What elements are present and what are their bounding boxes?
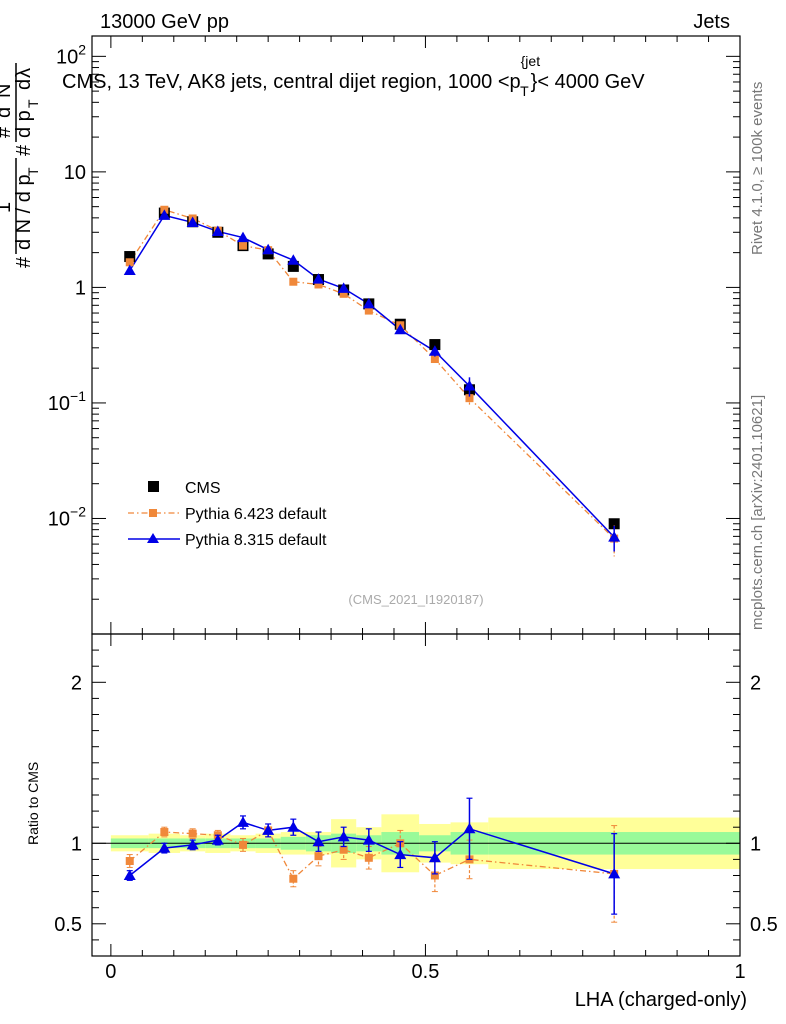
pythia8-ratio-point: [158, 842, 171, 853]
pythia8-ratio-point: [428, 851, 441, 863]
rivet-label: Rivet 4.1.0, ≥ 100k events: [749, 82, 766, 255]
pythia6-ratio-point: [314, 852, 323, 861]
pythia6-ratio-point: [160, 828, 169, 837]
ratio-panel: [92, 797, 740, 923]
cms-point: [429, 339, 441, 351]
svg-text:d: d: [0, 107, 15, 118]
pythia6-ratio-line: [129, 829, 615, 880]
pythia8-point: [262, 243, 275, 255]
main-y-tick-label: 10−1: [48, 388, 86, 415]
ratio-y-tick-label-right: 0.5: [750, 914, 778, 936]
pythia8-point: [211, 225, 224, 236]
plot-title: CMS, 13 TeV, AK8 jets, central dijet reg…: [62, 53, 645, 99]
ratio-y-tick-label-left: 2: [71, 672, 82, 694]
svg-text:1: 1: [0, 202, 15, 213]
pythia8-ratio-point: [287, 821, 300, 832]
pythia8-ratio-point: [312, 835, 325, 847]
pythia6-ratio-point: [339, 845, 348, 854]
pythia8-point: [236, 231, 249, 243]
svg-text:T: T: [25, 167, 41, 176]
cms-point: [608, 518, 620, 530]
svg-text:d: d: [13, 79, 35, 90]
pythia6-point: [364, 306, 373, 315]
pythia8-point: [463, 380, 476, 391]
pythia6-point: [314, 280, 323, 289]
main-y-tick-label: 1: [75, 277, 86, 299]
pythia6-point: [465, 394, 474, 403]
pythia6-point: [125, 258, 134, 267]
pythia8-point: [362, 297, 375, 309]
pythia8-ratio-point: [186, 838, 199, 850]
legend: CMS Pythia 6.423 default Pythia 8.315 de…: [128, 480, 327, 549]
ratio-y-tick-label-right: 1: [750, 833, 761, 855]
svg-text:#: #: [13, 144, 35, 156]
cms-point: [287, 260, 299, 272]
svg-text:CMS: CMS: [185, 480, 221, 497]
pythia6-ratio-point: [188, 829, 197, 838]
axes: 0 0.5 1 10−2 10−1 1 10 102 0.5 0.5 1 1 2 2: [48, 35, 778, 983]
svg-text:2: 2: [0, 98, 3, 106]
ratio-y-axis-label: Ratio to CMS: [25, 762, 41, 845]
pythia8-point: [287, 254, 300, 265]
mcplots-label: mcplots.cern.ch [arXiv:2401.10621]: [749, 395, 766, 630]
header-left: 13000 GeV pp: [100, 11, 229, 33]
ratio-y-tick-label-left: 0.5: [54, 914, 82, 936]
x-tick-label: 0.5: [412, 961, 440, 983]
pythia8-ratio-point: [123, 869, 136, 880]
ratio-y-tick-label-left: 1: [71, 833, 82, 855]
pythia6-point: [430, 355, 439, 364]
main-panel: [123, 205, 621, 557]
pythia8-ratio-point: [211, 834, 224, 845]
main-y-tick-label: 10−2: [48, 503, 86, 530]
legend-entry-pythia6: Pythia 6.423 default: [128, 506, 327, 523]
pythia6-ratio-point: [364, 853, 373, 862]
svg-text:#: #: [0, 126, 15, 138]
pythia8-point: [428, 345, 441, 356]
pythia8-ratio-point: [394, 848, 407, 860]
pythia8-point: [158, 209, 171, 220]
pythia8-ratio-point: [608, 867, 621, 879]
ratio-frame: [91, 633, 741, 957]
x-tick-label: 0: [105, 961, 116, 983]
x-tick-label: 1: [734, 961, 745, 983]
svg-text:d N / d p: d N / d p: [13, 174, 35, 250]
pythia6-point: [238, 241, 247, 250]
pythia6-ratio-point: [289, 874, 298, 883]
svg-text:d p: d p: [13, 110, 35, 138]
pythia6-ratio-point: [238, 840, 247, 849]
watermark: (CMS_2021_I1920187): [348, 592, 483, 607]
pythia8-point: [312, 273, 325, 284]
pythia8-ratio-point: [362, 834, 375, 845]
cms-point: [124, 251, 136, 263]
pythia8-point: [186, 216, 199, 227]
main-y-tick-label: 102: [56, 41, 86, 68]
pythia8-ratio-line: [129, 821, 615, 877]
header-right: Jets: [693, 11, 730, 33]
pythia8-point: [394, 323, 407, 335]
pythia8-ratio-point: [337, 830, 350, 842]
svg-text:#: #: [13, 256, 35, 268]
pythia8-point: [337, 282, 350, 293]
svg-text:Pythia 8.315 default: Pythia 8.315 default: [185, 532, 327, 549]
x-axis-label: LHA (charged-only): [575, 989, 747, 1011]
pythia6-point: [339, 289, 348, 298]
svg-text:Pythia 6.423 default: Pythia 6.423 default: [185, 506, 327, 523]
pythia8-ratio-point: [463, 822, 476, 834]
pythia8-point: [123, 264, 136, 276]
svg-text:T: T: [25, 99, 41, 108]
ratio-y-tick-label-right: 2: [750, 672, 761, 694]
svg-text:λ: λ: [13, 68, 35, 78]
pythia8-ratio-point: [236, 816, 249, 827]
pythia6-ratio-point: [125, 857, 134, 866]
main-y-axis-label: # d N / d p T 1 # d p T d λ # d 2 N: [0, 63, 41, 268]
svg-text:N: N: [0, 84, 15, 98]
pythia8-point: [608, 531, 621, 542]
main-y-tick-label: 10: [64, 162, 86, 184]
legend-entry-cms: CMS: [148, 480, 221, 497]
legend-entry-pythia8: Pythia 8.315 default: [128, 532, 327, 549]
pythia6-point: [289, 277, 298, 286]
pythia6-ratio-point: [430, 871, 439, 880]
pythia8-ratio-point: [262, 824, 275, 835]
